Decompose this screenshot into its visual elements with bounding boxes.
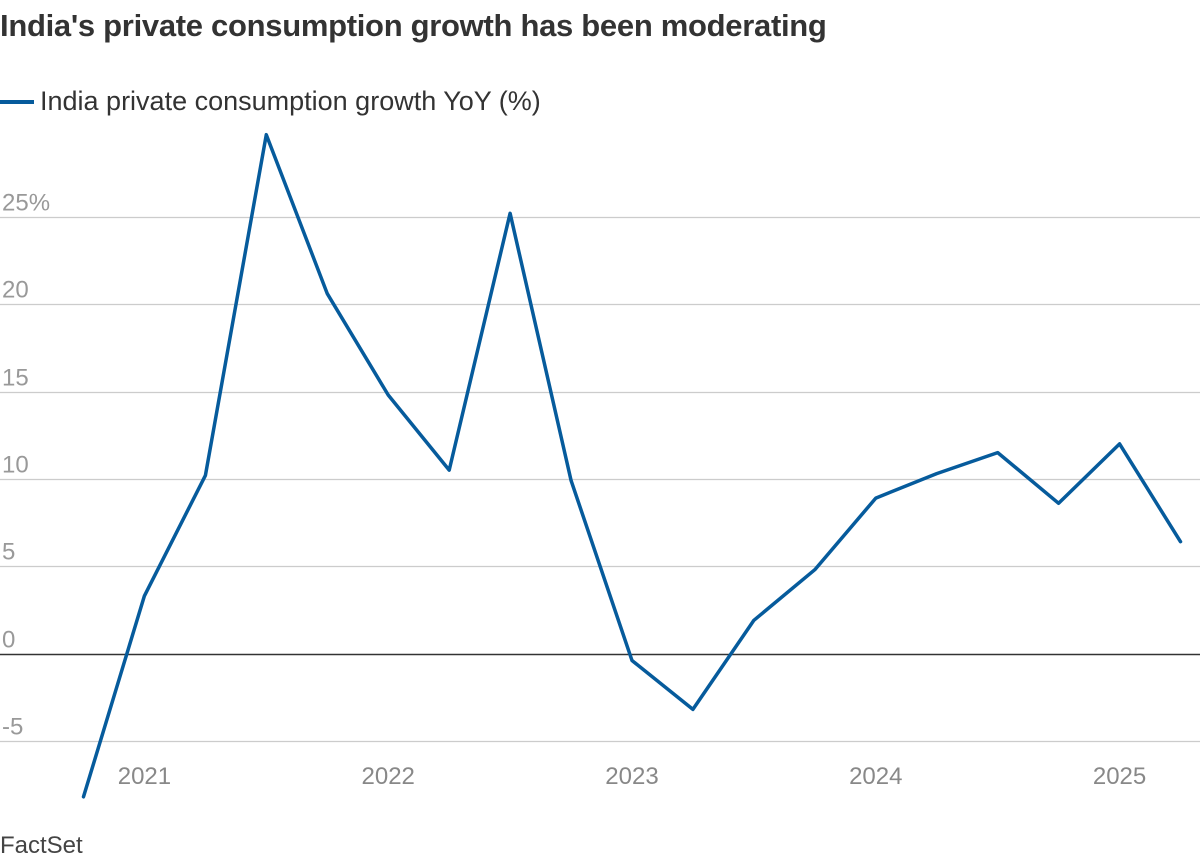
x-tick-label: 2023 [605, 763, 658, 790]
y-tick-label: 0 [2, 627, 15, 654]
x-tick-label: 2022 [362, 763, 415, 790]
y-tick-label: 10 [2, 452, 29, 479]
y-tick-label: 25% [2, 190, 50, 217]
data-point [1056, 500, 1062, 506]
y-tick-label: -5 [2, 714, 23, 741]
series-line [81, 132, 1183, 799]
y-tick-label: 20 [2, 277, 29, 304]
data-point [934, 471, 940, 477]
data-point [751, 617, 757, 623]
y-axis-tick-labels: -5 0 5 10 15 20 25% [2, 190, 50, 741]
data-point [690, 706, 696, 712]
x-tick-label: 2025 [1093, 763, 1146, 790]
x-tick-label: 2024 [849, 763, 902, 790]
y-tick-label: 15 [2, 365, 29, 392]
legend: India private consumption growth YoY (%) [0, 86, 541, 117]
data-point [995, 450, 1001, 456]
data-point [873, 495, 879, 501]
chart-title: India's private consumption growth has b… [0, 8, 827, 43]
data-point [629, 658, 635, 664]
y-tick-label: 5 [2, 539, 15, 566]
data-point [263, 132, 269, 138]
data-point [385, 392, 391, 398]
data-point [812, 567, 818, 573]
data-point [1117, 441, 1123, 447]
data-point [81, 794, 87, 800]
legend-swatch [0, 99, 34, 104]
x-tick-label: 2021 [118, 763, 171, 790]
x-axis-tick-labels: 2021 2022 2023 2024 2025 [118, 763, 1147, 790]
data-point [1178, 539, 1184, 545]
data-point [141, 593, 147, 599]
legend-label: India private consumption growth YoY (%) [40, 86, 541, 116]
data-point [446, 467, 452, 473]
source-note: FactSet [0, 832, 83, 859]
data-point [568, 478, 574, 484]
series-layer [81, 132, 1184, 800]
data-point [324, 291, 330, 297]
data-point [202, 472, 208, 478]
gridlines [0, 216, 1200, 743]
data-point [507, 210, 513, 216]
